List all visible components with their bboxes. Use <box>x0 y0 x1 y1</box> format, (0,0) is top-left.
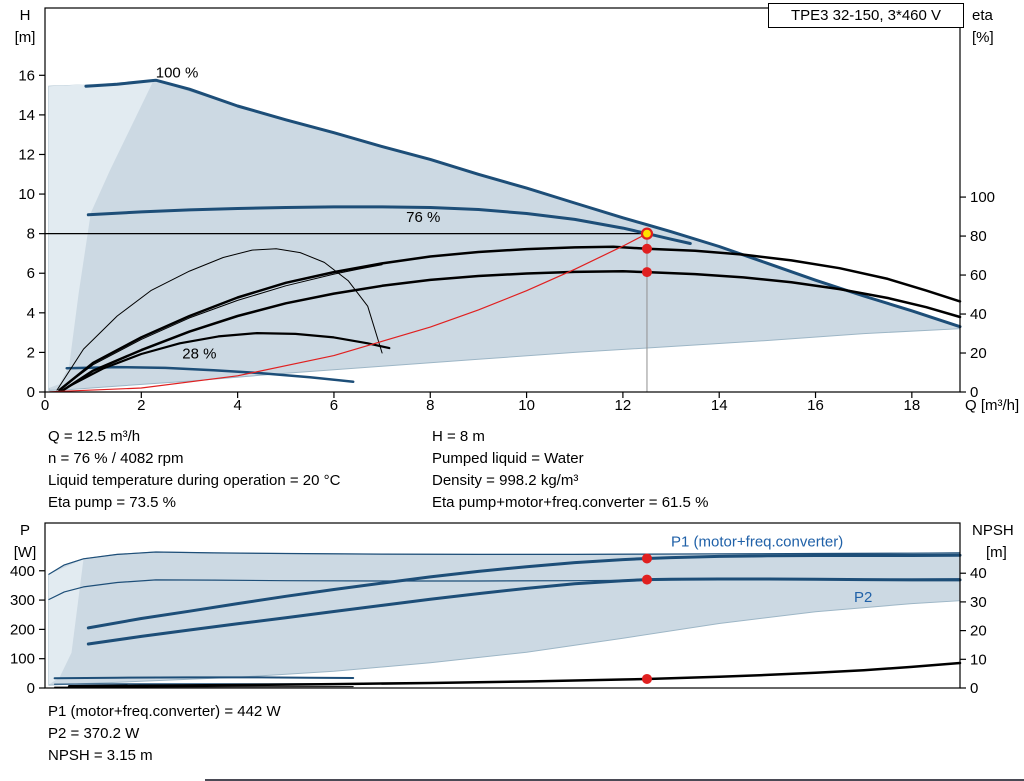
operating-envelope <box>48 79 961 391</box>
eta-total-curve <box>60 270 962 393</box>
y-right-tick-label: 0 <box>970 384 978 401</box>
x-tick-label: 14 <box>711 397 728 414</box>
y-left-tick-label: 0 <box>27 680 35 697</box>
y-left-tick-label: 10 <box>18 186 35 203</box>
p2-curve <box>86 577 962 646</box>
label-p2: P2 <box>854 589 872 606</box>
y-left-tick-label: 12 <box>18 146 35 163</box>
y-right-tick-label: 10 <box>970 651 987 668</box>
info-npsh: NPSH = 3.15 m <box>48 747 153 764</box>
x-tick-label: 10 <box>518 397 535 414</box>
info-liquid-temp: Liquid temperature during operation = 20… <box>48 472 341 489</box>
hq-y-left-title: H <box>20 7 31 24</box>
eta-curve-small <box>67 332 391 388</box>
x-tick-label: 12 <box>615 397 632 414</box>
window-edge <box>205 779 1024 781</box>
x-tick-label: 6 <box>330 397 338 414</box>
info-p1: P1 (motor+freq.converter) = 442 W <box>48 703 281 720</box>
y-right-tick-label: 30 <box>970 594 987 611</box>
info-p2: P2 = 370.2 W <box>48 725 140 742</box>
power-y-right-title: NPSH <box>972 522 1014 539</box>
label-100pct: 100 % <box>156 64 199 81</box>
y-right-tick-label: 60 <box>970 267 987 284</box>
y-left-tick-label: 400 <box>10 563 35 580</box>
x-tick-label: 0 <box>41 397 49 414</box>
low-flow-region <box>48 80 154 389</box>
y-left-tick-label: 8 <box>27 226 35 243</box>
speed-curve-76 <box>86 205 692 245</box>
y-left-tick-label: 16 <box>18 67 35 84</box>
pump-model-title: TPE3 32-150, 3*460 V <box>790 7 942 24</box>
power-envelope <box>48 551 961 686</box>
p1-28-curve <box>53 676 355 680</box>
y-left-tick-label: 14 <box>18 107 35 124</box>
eta-pump-point <box>641 243 652 254</box>
eta-curve-thin <box>61 264 383 389</box>
hq-plot-frame <box>44 7 961 393</box>
hq-y-right-unit: [%] <box>972 29 994 46</box>
x-tick-label: 18 <box>903 397 920 414</box>
power-plot-frame <box>44 522 961 689</box>
control-curve <box>49 233 648 393</box>
y-left-tick-label: 100 <box>10 651 35 668</box>
label-p1: P1 (motor+freq.converter) <box>671 534 843 551</box>
x-tick-label: 8 <box>426 397 434 414</box>
y-left-tick-label: 200 <box>10 621 35 638</box>
pump-model-box: TPE3 32-150, 3*460 V <box>768 3 964 28</box>
speed-curve-28 <box>65 365 355 383</box>
power-y-left-title: P <box>20 522 30 539</box>
duty-info-right: H = 8 m Pumped liquid = Water Density = … <box>432 428 708 516</box>
hq-y-right-title: eta <box>972 7 994 24</box>
duty-point <box>640 227 654 240</box>
info-eta-total: Eta pump+motor+freq.converter = 61.5 % <box>432 494 709 511</box>
y-right-tick-label: 20 <box>970 623 987 640</box>
y-right-tick-label: 80 <box>970 228 987 245</box>
speed-curve-100 <box>84 78 962 329</box>
p1-point <box>641 553 652 564</box>
info-pumped-liquid: Pumped liquid = Water <box>432 450 584 467</box>
x-tick-label: 2 <box>137 397 145 414</box>
y-right-tick-label: 40 <box>970 565 987 582</box>
p1-curve <box>86 553 962 630</box>
hq-y-left-unit: [m] <box>15 29 36 46</box>
y-left-tick-label: 6 <box>27 265 35 282</box>
y-right-tick-label: 40 <box>970 306 987 323</box>
eta-pump-curve <box>58 245 962 392</box>
p1-100-curve <box>48 551 961 575</box>
x-tick-label: 16 <box>807 397 824 414</box>
y-right-tick-label: 20 <box>970 345 987 362</box>
hq-chart: 0 2 4 6 8 10 12 14 16 0 20 40 60 80 100 0 2 4 6 8 10 12 14 16 18… <box>15 7 1020 414</box>
y-left-tick-label: 2 <box>27 344 35 361</box>
power-y-right-unit: [m] <box>986 544 1007 561</box>
info-density: Density = 998.2 kg/m³ <box>432 472 579 489</box>
p2-point <box>641 574 652 585</box>
eta-total-point <box>641 267 652 278</box>
power-low-flow-region <box>48 559 84 685</box>
eta-curve-reduced-speed <box>56 248 383 391</box>
npsh-point <box>641 673 652 684</box>
y-left-tick-label: 300 <box>10 592 35 609</box>
info-speed: n = 76 % / 4082 rpm <box>48 450 184 467</box>
power-info: P1 (motor+freq.converter) = 442 W P2 = 3… <box>48 703 281 769</box>
x-axis-title: Q [m³/h] <box>965 397 1019 414</box>
info-flow: Q = 12.5 m³/h <box>48 428 141 445</box>
power-npsh-chart: 0 100 200 300 400 0 10 20 30 40 P [W] NPSH [m] P1 (mot… <box>10 522 1014 697</box>
info-head: H = 8 m <box>432 428 485 445</box>
label-28pct: 28 % <box>182 345 216 362</box>
y-right-tick-label: 100 <box>970 189 995 206</box>
x-tick-label: 4 <box>233 397 241 414</box>
label-76pct: 76 % <box>406 209 440 226</box>
y-left-tick-label: 0 <box>27 384 35 401</box>
duty-info-left: Q = 12.5 m³/h n = 76 % / 4082 rpm Liquid… <box>48 428 340 516</box>
power-y-left-unit: [W] <box>14 544 37 561</box>
y-right-tick-label: 0 <box>970 680 978 697</box>
y-left-tick-label: 4 <box>27 305 35 322</box>
info-eta-pump: Eta pump = 73.5 % <box>48 494 176 511</box>
